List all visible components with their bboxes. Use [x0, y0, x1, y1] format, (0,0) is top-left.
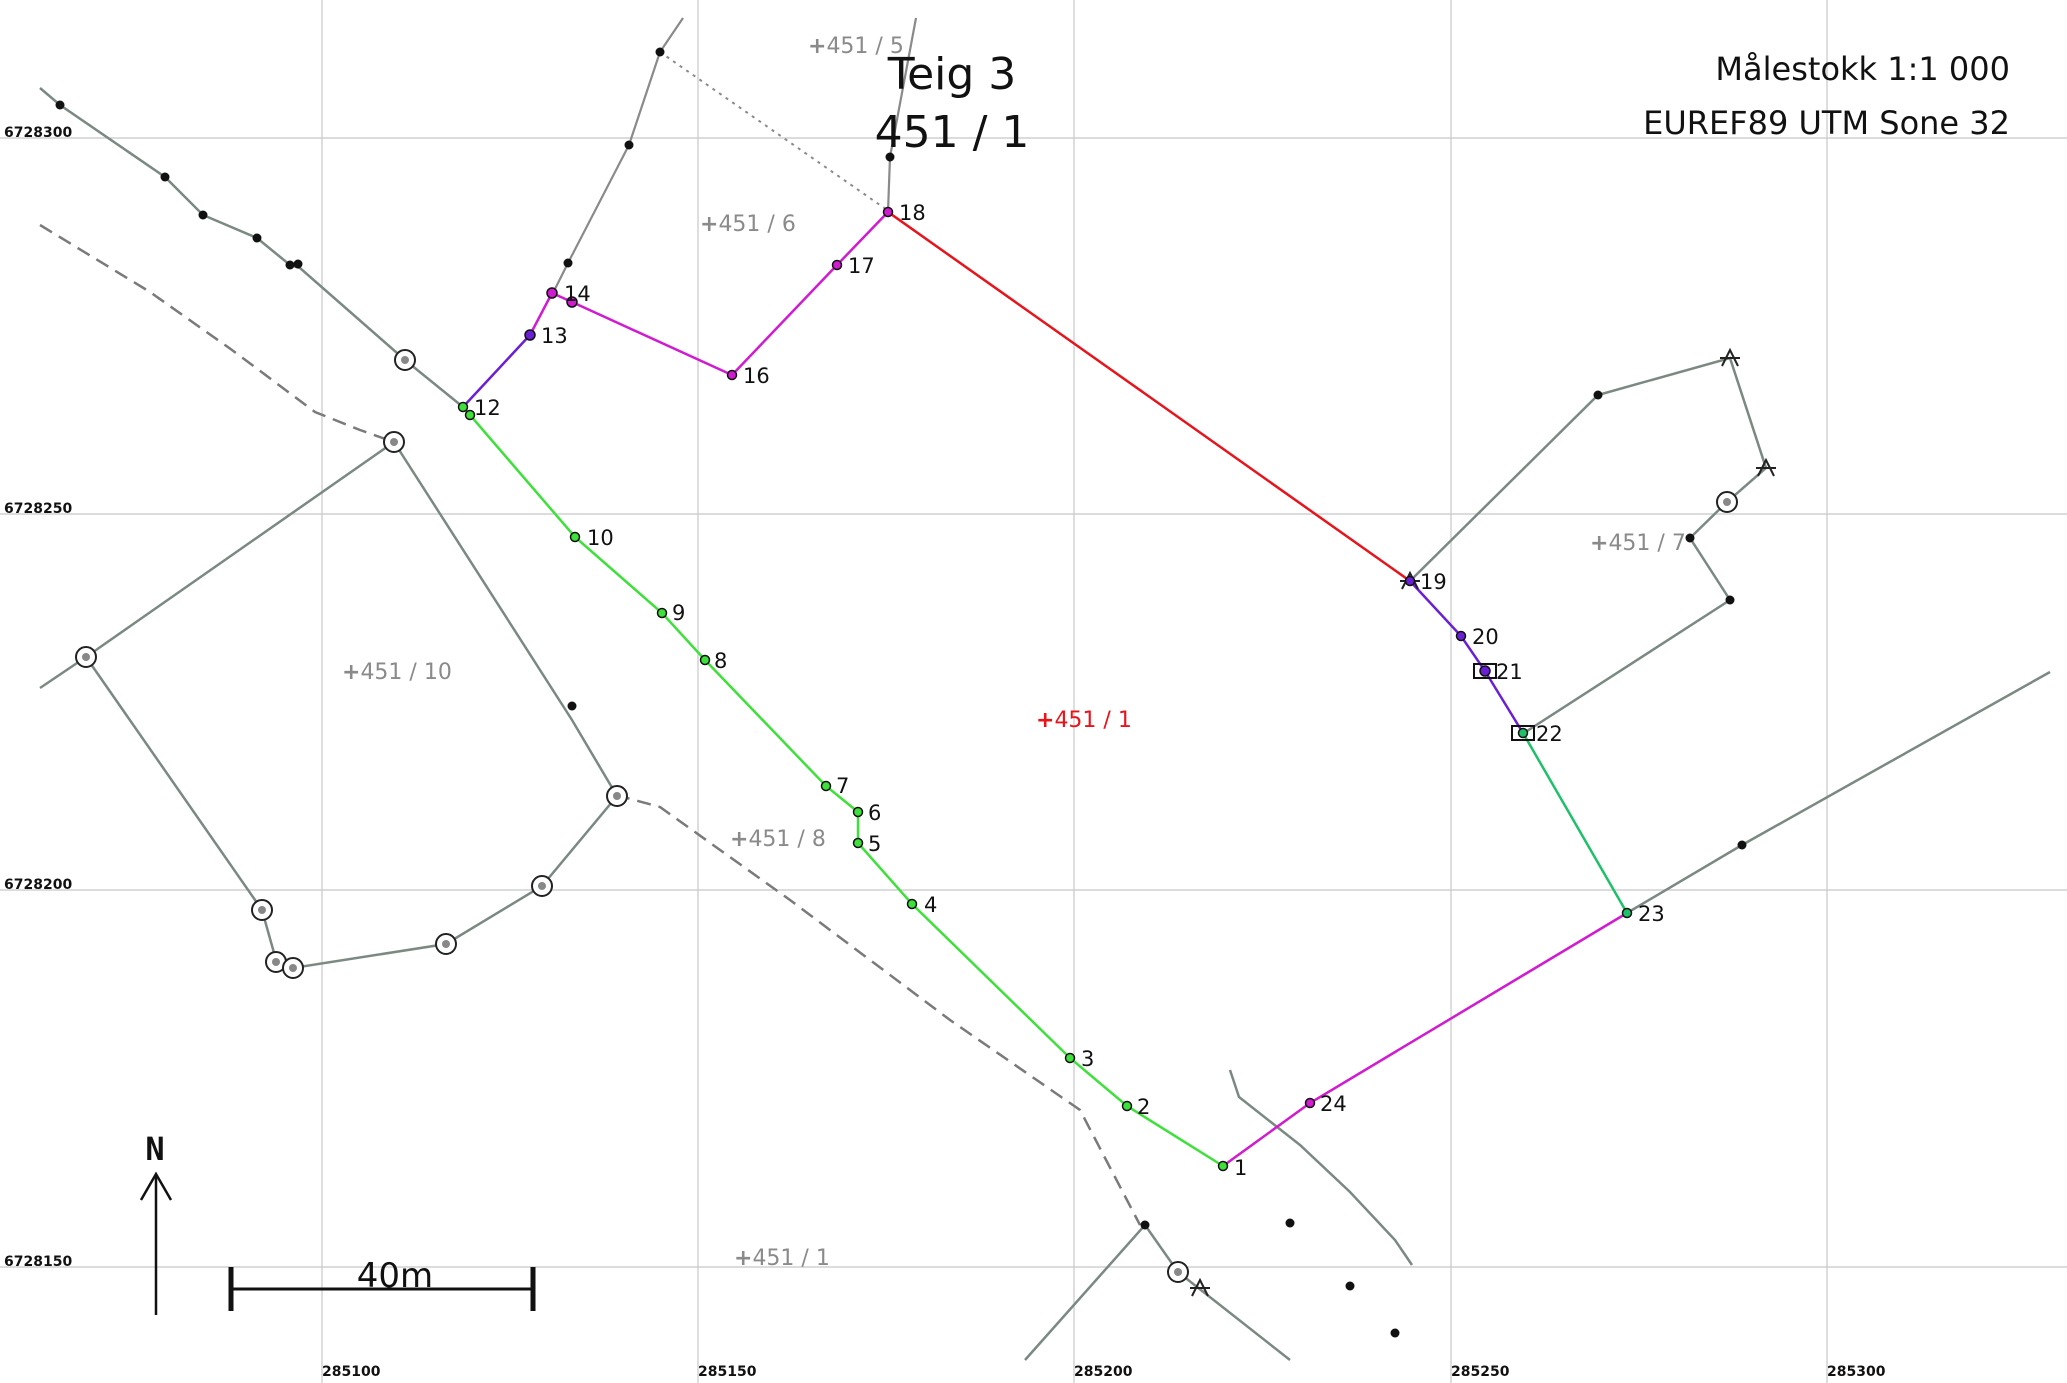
- scale-bar-label: 40m: [357, 1256, 433, 1296]
- boundary-magenta-south: [1222, 911, 1628, 1168]
- boundary-purple-east: [1409, 580, 1525, 734]
- northing-label: 6728250: [4, 501, 72, 517]
- easting-label: 285250: [1451, 1364, 1510, 1380]
- crs-info: EUREF89 UTM Sone 32: [1643, 104, 2010, 142]
- title-parcel: 451 / 1: [875, 107, 1030, 158]
- point-label-3: 3: [1081, 1047, 1094, 1071]
- point-label-14: 14: [564, 282, 591, 306]
- boundary-red: [887, 210, 1411, 583]
- map-info: Målestokk 1:1 000 EUREF89 UTM Sone 32: [1643, 50, 2010, 142]
- northing-label: 6728150: [4, 1254, 72, 1270]
- point-label-9: 9: [672, 601, 685, 625]
- parcel-label-451-5: +451 / 5: [808, 34, 904, 59]
- boundary-green: [462, 406, 1224, 1168]
- easting-label: 285100: [322, 1364, 381, 1380]
- square-markers: [1473, 663, 1535, 741]
- neighbor-boundaries-light: [552, 17, 918, 294]
- easting-label: 285300: [1827, 1364, 1886, 1380]
- point-label-24: 24: [1320, 1092, 1347, 1116]
- parcel-label-451-10: +451 / 10: [342, 660, 452, 685]
- point-label-20: 20: [1472, 625, 1499, 649]
- scale-bar: 40m: [228, 1256, 536, 1311]
- north-arrow: N: [139, 1130, 173, 1315]
- point-label-12: 12: [474, 396, 501, 420]
- point-label-4: 4: [924, 893, 937, 917]
- parcel-label-451-1-south: +451 / 1: [734, 1246, 830, 1271]
- map-title: Teig 3 451 / 1: [875, 49, 1030, 158]
- point-label-19: 19: [1420, 570, 1447, 594]
- parcel-label-main: +451 / 1: [1036, 708, 1132, 733]
- point-label-18: 18: [899, 201, 926, 225]
- triangle-markers: [1189, 349, 1777, 1297]
- point-label-8: 8: [714, 649, 727, 673]
- point-label-6: 6: [868, 801, 881, 825]
- point-label-22: 22: [1536, 722, 1563, 746]
- boundary-magenta-north: [528, 211, 889, 377]
- parcel-label-451-7: +451 / 7: [1590, 531, 1686, 556]
- point-label-7: 7: [836, 774, 849, 798]
- title-teig: Teig 3: [887, 49, 1017, 100]
- point-label-5: 5: [868, 832, 881, 856]
- parcel-labels: +451 / 5 +451 / 6 +451 / 7 +451 / 8 +451…: [342, 34, 1686, 1271]
- parcel-label-451-8: +451 / 8: [730, 827, 826, 852]
- parcel-label-451-6: +451 / 6: [700, 212, 796, 237]
- point-label-10: 10: [587, 526, 614, 550]
- point-label-17: 17: [848, 254, 875, 278]
- boundary-purple-west: [462, 334, 531, 408]
- northing-label: 6728300: [4, 125, 72, 141]
- parcel-boundary: [462, 210, 1629, 1168]
- coordinate-labels: 285100 285150 285200 285250 285300 67283…: [4, 125, 1886, 1380]
- point-label-23: 23: [1638, 902, 1665, 926]
- scale-info: Målestokk 1:1 000: [1715, 50, 2010, 88]
- boundary-point-markers: [457, 206, 1633, 1172]
- northing-label: 6728200: [4, 877, 72, 893]
- point-label-21: 21: [1496, 660, 1523, 684]
- boundary-teal: [1521, 732, 1629, 914]
- north-label: N: [145, 1130, 164, 1168]
- boundary-point-labels: 1 2 3 4 5 6 7 8 9 10 12 13 14 16 17 18 1…: [474, 201, 1665, 1180]
- easting-label: 285150: [698, 1364, 757, 1380]
- dotted-line: [659, 51, 891, 213]
- point-label-2: 2: [1137, 1095, 1150, 1119]
- point-label-1: 1: [1234, 1156, 1247, 1180]
- point-label-13: 13: [541, 324, 568, 348]
- road-edges: [39, 223, 1142, 1226]
- easting-label: 285200: [1074, 1364, 1133, 1380]
- neighbor-dots: [55, 47, 1747, 1338]
- point-label-16: 16: [743, 364, 770, 388]
